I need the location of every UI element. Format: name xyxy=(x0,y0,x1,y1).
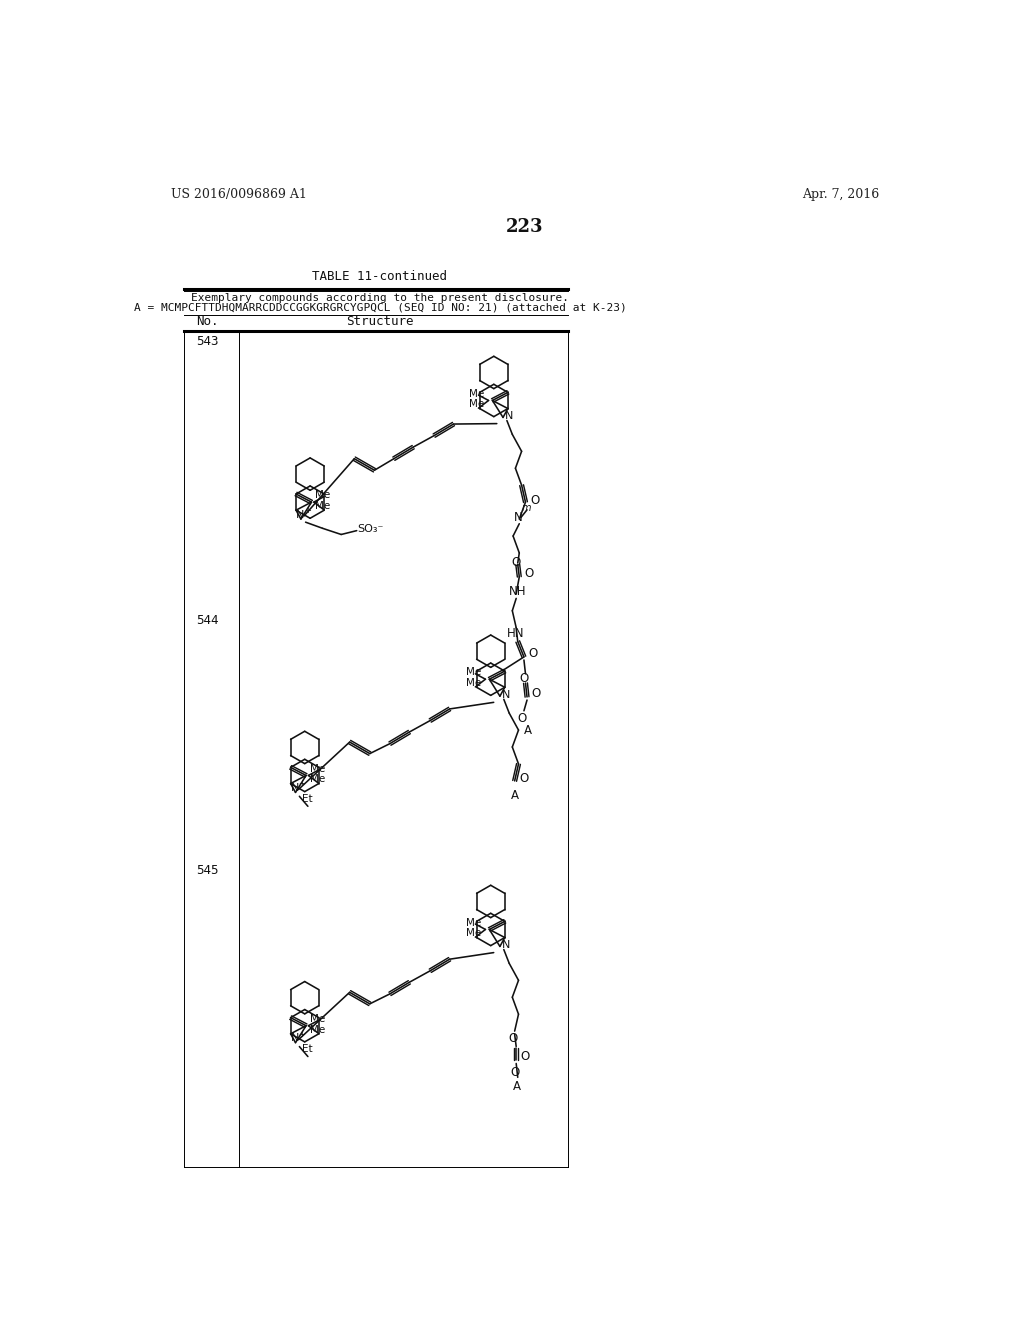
Text: Me: Me xyxy=(466,668,481,677)
Text: O: O xyxy=(531,686,541,700)
Text: O: O xyxy=(528,647,538,660)
Text: N: N xyxy=(291,783,299,793)
Text: Me: Me xyxy=(466,928,481,939)
Text: +: + xyxy=(299,1030,305,1039)
Text: O: O xyxy=(509,1032,518,1045)
Text: +: + xyxy=(304,506,311,515)
Text: 223: 223 xyxy=(506,218,544,235)
Text: Exemplary compounds according to the present disclosure.: Exemplary compounds according to the pre… xyxy=(190,293,569,302)
Text: Et: Et xyxy=(302,1044,312,1053)
Text: TABLE 11-continued: TABLE 11-continued xyxy=(312,271,447,282)
Text: Structure: Structure xyxy=(346,314,414,327)
Text: SO₃⁻: SO₃⁻ xyxy=(357,524,384,535)
Text: N: N xyxy=(502,940,510,950)
Text: N: N xyxy=(291,1034,299,1043)
Text: O: O xyxy=(519,772,528,785)
Text: 545: 545 xyxy=(197,865,219,878)
Text: NH: NH xyxy=(509,585,526,598)
Text: Et: Et xyxy=(302,793,312,804)
Text: Me: Me xyxy=(315,490,331,500)
Text: 544: 544 xyxy=(197,614,219,627)
Text: O: O xyxy=(530,494,540,507)
Text: A = MCMPCFTTDHQMARRCDDCCGGKGRGRCYGPQCL (SEQ ID NO: 21) (attached at K-23): A = MCMPCFTTDHQMARRCDDCCGGKGRGRCYGPQCL (… xyxy=(133,302,627,312)
Text: Me: Me xyxy=(310,775,326,784)
Text: A: A xyxy=(524,723,531,737)
Text: N: N xyxy=(296,510,304,520)
Text: Apr. 7, 2016: Apr. 7, 2016 xyxy=(802,189,880,202)
Text: m: m xyxy=(521,503,531,513)
Text: No.: No. xyxy=(197,314,219,327)
Text: +: + xyxy=(299,779,305,788)
Text: Me: Me xyxy=(466,678,481,688)
Text: O: O xyxy=(512,556,521,569)
Text: Me: Me xyxy=(469,388,484,399)
Text: O: O xyxy=(518,711,527,725)
Text: Me: Me xyxy=(310,763,326,774)
Text: 543: 543 xyxy=(197,335,219,347)
Text: O: O xyxy=(519,672,528,685)
Text: N: N xyxy=(505,411,513,421)
Text: N: N xyxy=(514,511,522,524)
Text: Me: Me xyxy=(310,1014,326,1024)
Text: O: O xyxy=(510,1065,519,1078)
Text: US 2016/0096869 A1: US 2016/0096869 A1 xyxy=(171,189,306,202)
Text: A: A xyxy=(513,1080,521,1093)
Text: Me: Me xyxy=(469,400,484,409)
Text: N: N xyxy=(502,690,510,700)
Text: HN: HN xyxy=(507,627,524,640)
Text: O: O xyxy=(524,566,534,579)
Text: O: O xyxy=(521,1051,530,1064)
Text: Me: Me xyxy=(310,1024,326,1035)
Text: Me: Me xyxy=(466,917,481,928)
Text: A: A xyxy=(511,789,519,803)
Text: Me: Me xyxy=(315,502,331,511)
